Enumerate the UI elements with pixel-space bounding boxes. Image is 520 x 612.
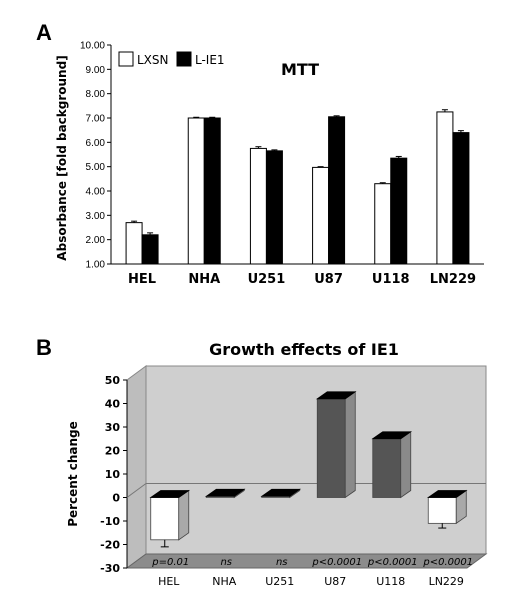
- chart-a-title: MTT: [281, 60, 319, 79]
- chart-b-category-label: HEL: [158, 575, 180, 588]
- chart-b-ytick-label: 40: [105, 398, 121, 411]
- chart-a-bar: [125, 222, 143, 265]
- chart-a-bar: [436, 111, 454, 265]
- chart-b-bar: [427, 497, 457, 524]
- chart-a-legend: LXSN L-IE1: [118, 51, 225, 67]
- chart-b-pvalue: p<0.0001: [422, 557, 473, 568]
- chart-b-floor: [125, 553, 488, 569]
- panel-b-label: B: [36, 335, 52, 360]
- chart-a-ytick-label: 6.00: [86, 138, 106, 149]
- chart-a-ytick-label: 5.00: [86, 162, 106, 173]
- chart-b-bar-top: [315, 391, 357, 400]
- chart-a-category-label: HEL: [128, 272, 156, 287]
- chart-a-category-label: U118: [372, 272, 410, 287]
- chart-b-ytick-label: -20: [100, 539, 120, 552]
- chart-a-category-label: U251: [248, 272, 286, 287]
- chart-b-bar-side: [344, 391, 356, 499]
- chart-a-ytick-label: 8.00: [86, 89, 106, 100]
- chart-b-side-wall: [126, 365, 147, 569]
- chart-a-ytick-label: 4.00: [86, 187, 106, 198]
- chart-b-category-label: NHA: [212, 575, 237, 588]
- chart-b-ytick-label: 50: [105, 374, 121, 387]
- chart-b-ytick-label: -10: [100, 515, 120, 528]
- chart-a-bar: [374, 183, 392, 265]
- chart-b-bar: [150, 497, 180, 541]
- chart-b-back-wall: [145, 365, 487, 555]
- chart-b-pvalue: ns: [220, 557, 232, 568]
- chart-a: Absorbance [fold background] MTT LXSN L-…: [55, 41, 484, 287]
- chart-a-bar: [141, 234, 159, 265]
- chart-b-pvalue: p<0.0001: [367, 557, 418, 568]
- chart-a-ytick-label: 2.00: [86, 235, 106, 246]
- chart-a-bar: [203, 117, 221, 265]
- chart-a-ytick-label: 7.00: [86, 114, 106, 125]
- legend-label-l-ie1: L-IE1: [195, 53, 225, 67]
- chart-b-bar-top: [204, 488, 246, 497]
- chart-b-bar: [316, 398, 346, 498]
- chart-b: Growth effects of IE1 Percent change -30…: [66, 340, 488, 588]
- chart-a-bar: [312, 166, 330, 265]
- panel-a-label: A: [36, 20, 52, 45]
- chart-b-zero-line: [126, 483, 147, 498]
- chart-a-bar: [249, 147, 267, 265]
- chart-b-ytick-label: 30: [105, 421, 121, 434]
- chart-a-ylabel: Absorbance [fold background]: [55, 55, 69, 260]
- legend-swatch-lxsn: [118, 51, 134, 67]
- chart-a-ytick-label: 9.00: [86, 65, 106, 76]
- chart-a-category-label: LN229: [430, 272, 476, 287]
- chart-b-bar: [372, 438, 402, 498]
- chart-b-category-label: U118: [376, 575, 405, 588]
- chart-b-pvalue: ns: [276, 557, 288, 568]
- legend-swatch-l-ie1: [176, 51, 192, 67]
- chart-b-category-label: U251: [265, 575, 294, 588]
- chart-a-bar: [328, 116, 346, 265]
- chart-b-category-label: U87: [324, 575, 346, 588]
- chart-b-pvalue: p<0.0001: [311, 557, 362, 568]
- chart-a-ytick-label: 10.00: [80, 41, 105, 52]
- chart-b-pvalue: p=0.01: [151, 557, 189, 568]
- chart-b-category-label: LN229: [429, 575, 464, 588]
- chart-b-bar-top: [149, 490, 191, 498]
- chart-a-bar: [187, 117, 205, 265]
- chart-b-ytick-label: 20: [105, 445, 121, 458]
- chart-b-bar-top: [426, 490, 468, 498]
- chart-b-ytick-label: -30: [100, 562, 120, 575]
- chart-b-ylabel: Percent change: [66, 421, 80, 527]
- chart-a-category-label: U87: [314, 272, 343, 287]
- chart-a-bar: [265, 150, 283, 265]
- chart-a-bar: [390, 157, 408, 265]
- chart-a-bar: [452, 132, 470, 265]
- chart-a-ytick-label: 3.00: [86, 211, 106, 222]
- legend-label-lxsn: LXSN: [137, 53, 169, 67]
- chart-b-bar-side: [178, 489, 190, 541]
- chart-b-bar-top: [260, 488, 302, 497]
- chart-b-ytick-label: 0: [112, 492, 120, 505]
- chart-b-bar-side: [400, 430, 412, 499]
- chart-a-ytick-label: 1.00: [86, 260, 106, 271]
- chart-b-title: Growth effects of IE1: [209, 340, 399, 359]
- chart-b-bar-top: [371, 431, 413, 440]
- chart-a-category-label: NHA: [188, 272, 220, 287]
- chart-b-ytick-label: 10: [105, 468, 121, 481]
